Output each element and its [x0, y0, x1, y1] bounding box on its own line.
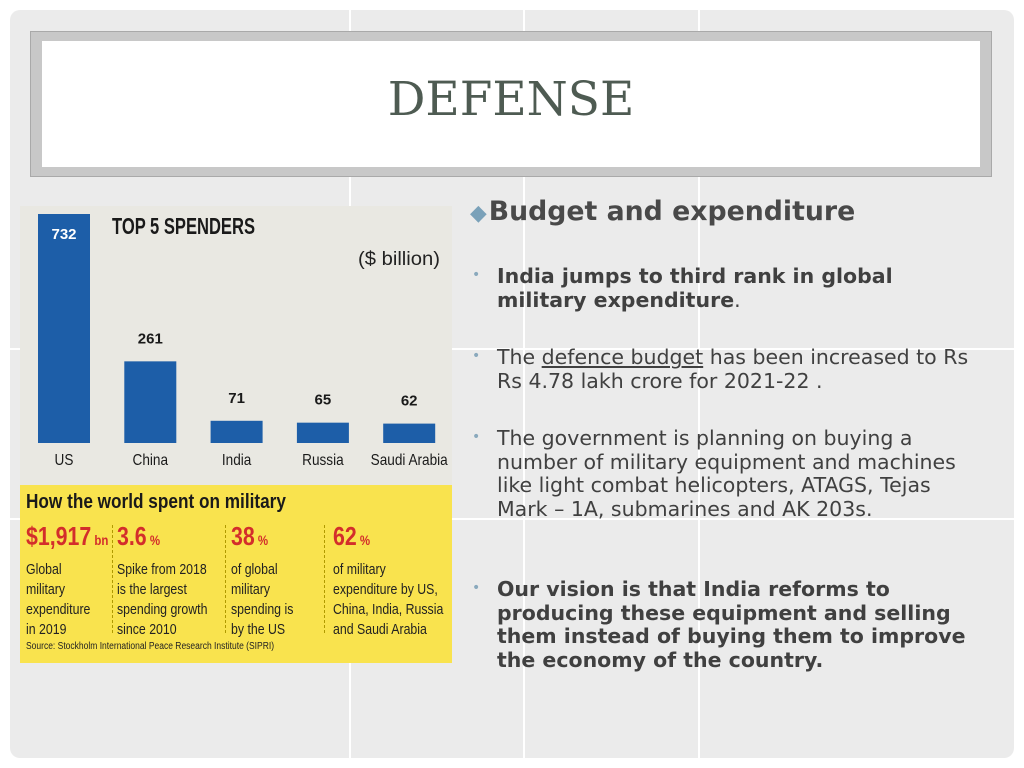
bar-russia — [296, 422, 349, 443]
bar-value-label: 71 — [228, 390, 245, 407]
bar-chart-svg: TOP 5 SPENDERS ($ billion) 732 US 261 China… — [38, 213, 449, 469]
title-box — [42, 41, 980, 167]
stat-separator — [324, 525, 325, 633]
bullet-dot-icon: • — [472, 267, 481, 283]
slide-title: DEFENSE — [387, 72, 635, 127]
bullet-text: The government is planning on buying a n… — [497, 426, 956, 521]
bar-india — [210, 420, 263, 443]
bullet-dot-icon: • — [472, 348, 481, 364]
bullet-dot-icon: • — [472, 429, 481, 445]
category-label: Saudi Arabia — [371, 452, 449, 469]
chart-title: TOP 5 SPENDERS — [112, 213, 255, 239]
bar-us — [38, 214, 90, 443]
stat-value: $1,917 bn — [26, 521, 109, 551]
section-heading: ◆Budget and expenditure — [470, 196, 855, 227]
stat-value: 38 % — [231, 521, 269, 551]
infographic-source: Source: Stockholm International Peace Re… — [26, 641, 275, 652]
top-spenders-chart: TOP 5 SPENDERS ($ billion) 732 US 261 China… — [20, 206, 452, 485]
stat-description: Spike from 2018 is the largest spending gr… — [117, 562, 208, 638]
stat-separator — [225, 525, 226, 633]
stat-block: 3.6 % Spike from 2018 is the largest spendi… — [117, 521, 223, 640]
stat-description: of global military spending is by the US — [231, 562, 294, 638]
military-spending-infographic: How the world spent on military $1,917 b… — [20, 485, 452, 663]
stat-block: 62 % of military expenditure by US, China, … — [333, 521, 452, 640]
infographic-title: How the world spent on military — [26, 491, 286, 513]
stat-value: 62 % — [333, 521, 371, 551]
bullet-text: India jumps to third rank in global mili… — [497, 264, 893, 312]
bar-value-label: 62 — [401, 393, 418, 410]
diamond-icon: ◆ — [470, 201, 487, 226]
bullet-text: Our vision is that India reforms to prod… — [497, 577, 966, 672]
stat-value: 3.6 % — [117, 521, 161, 551]
stat-description: of military expenditure by US, China, Indi… — [333, 562, 444, 638]
bar-value-label: 732 — [51, 226, 76, 243]
bar-value-label: 65 — [315, 392, 332, 409]
stat-block: 38 % of global military spending is by the U… — [231, 521, 304, 640]
bar-value-label: 261 — [138, 330, 163, 347]
category-label: US — [55, 452, 74, 469]
category-label: India — [222, 452, 252, 469]
stat-separator — [112, 525, 113, 633]
category-label: China — [133, 452, 169, 469]
bullet-dot-icon: • — [472, 580, 481, 596]
bar-saudi-arabia — [383, 423, 436, 443]
chart-unit-label: ($ billion) — [358, 249, 440, 270]
bar-china — [124, 361, 177, 443]
category-label: Russia — [302, 452, 344, 469]
defence-budget-link[interactable]: defence budget — [541, 345, 704, 369]
bullet-text: The defence budget has been increased to… — [497, 345, 969, 393]
heading-text: Budget and expenditure — [488, 196, 856, 227]
stat-description: Global military expenditure in 2019 — [26, 562, 91, 638]
stat-block: $1,917 bn Global military expenditure in 201… — [26, 521, 127, 640]
